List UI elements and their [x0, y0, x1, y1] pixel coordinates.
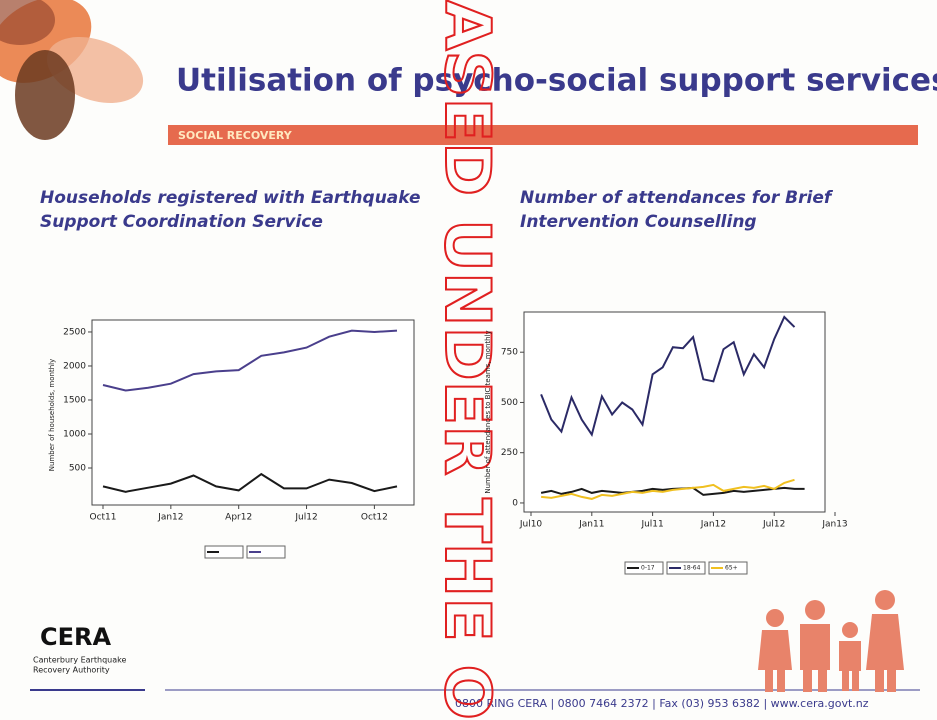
y-tick-label: 500: [69, 464, 86, 474]
x-tick-label: Apr12: [225, 513, 252, 523]
y-tick-label: 500: [501, 398, 518, 408]
x-tick-label: Jul12: [762, 520, 785, 530]
y-axis-label: Number of households, monthly: [48, 359, 56, 471]
legend-box: [204, 545, 244, 559]
series-line: [541, 478, 795, 500]
legend-label: 65+: [725, 565, 738, 572]
legend-label: 0-17: [641, 565, 655, 572]
x-tick-label: Jan11: [578, 520, 604, 530]
series-line: [102, 329, 398, 392]
series-line: [102, 472, 398, 493]
y-tick-label: 1000: [63, 429, 86, 439]
title: Utilisation of psycho-social support ser…: [176, 63, 937, 99]
x-tick-label: Jan13: [821, 520, 847, 530]
legend-box: [708, 561, 748, 575]
y-tick-label: 2000: [63, 361, 86, 371]
y-tick-label: 2500: [63, 327, 86, 337]
section-band: [168, 125, 918, 145]
chart-title: Number of attendances for Brief Interven…: [520, 188, 832, 232]
x-tick-label: Oct12: [361, 513, 388, 523]
legend-box: [246, 545, 286, 559]
x-tick-label: Oct11: [89, 513, 116, 523]
y-tick-label: 0: [512, 498, 518, 508]
x-tick-label: Jul12: [294, 513, 317, 523]
logo-name: CERA: [40, 623, 111, 651]
watermark: ASED UNDER THE O: [431, 0, 504, 720]
section-label: SOCIAL RECOVERY: [178, 129, 293, 142]
x-tick-label: Jul11: [640, 520, 663, 530]
petals: [0, 0, 144, 140]
footer: 0800 RING CERA | 0800 7464 2372 | Fax (0…: [455, 697, 869, 710]
series-line: [540, 315, 796, 437]
plot-frame: [523, 311, 826, 513]
logo-line: Recovery Authority: [33, 666, 110, 675]
y-tick-label: 750: [501, 348, 518, 358]
logo-line: Canterbury Earthquake: [33, 656, 126, 665]
x-tick-label: Jul10: [519, 520, 543, 530]
y-axis-label: Number of attendances to BIC teams, mont…: [484, 330, 492, 493]
plot-frame: [91, 319, 415, 506]
x-tick-label: Jan12: [700, 520, 726, 530]
x-tick-label: Jan12: [157, 513, 183, 523]
chart-title: Households registered with Earthquake Su…: [40, 188, 421, 232]
family-icon: [758, 590, 904, 692]
y-tick-label: 1500: [63, 395, 86, 405]
legend-box: [666, 561, 706, 575]
legend-label: 18-64: [683, 565, 701, 572]
legend-box: [624, 561, 664, 575]
y-tick-label: 250: [501, 448, 518, 458]
